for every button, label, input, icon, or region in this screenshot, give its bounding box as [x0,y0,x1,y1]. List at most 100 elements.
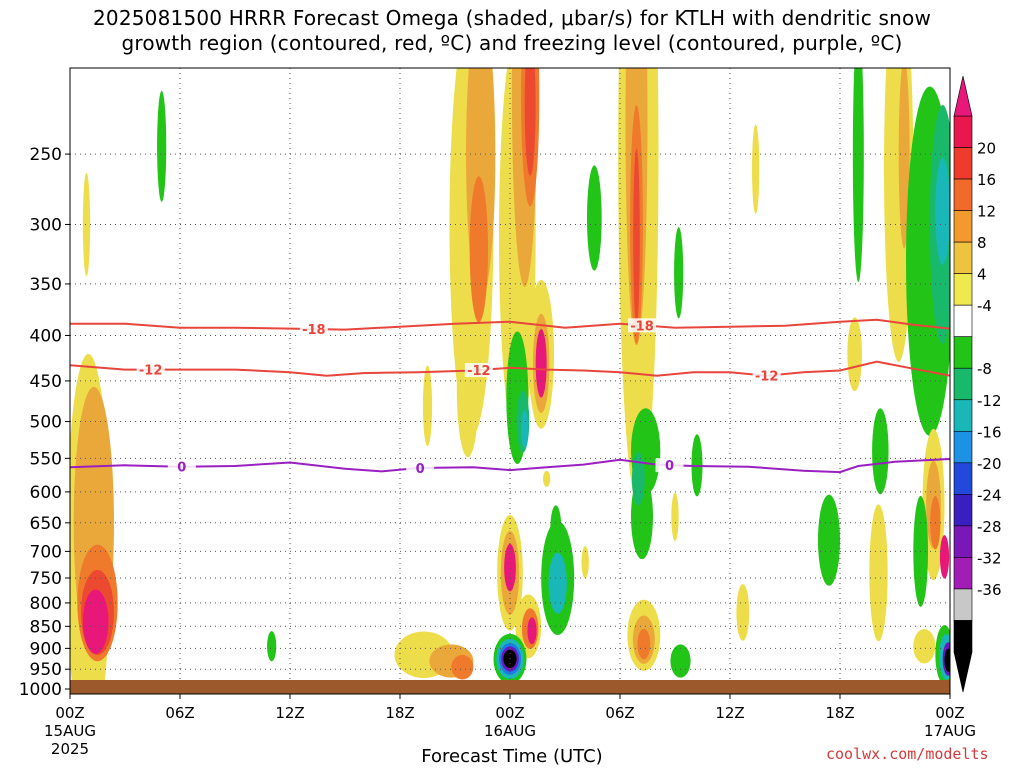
omega-cell-58 [736,584,750,641]
x-tick-label: 00Z [55,704,84,722]
y-tick-label: 900 [30,639,62,659]
y-tick-label: 600 [30,483,62,503]
contour-label-bg [628,318,656,333]
title-line-1: 2025081500 HRRR Forecast Omega (shaded, … [92,6,932,30]
y-tick-label: 300 [30,215,62,235]
omega-cell-60 [818,494,840,586]
colorbar-swatch-10 [953,430,973,464]
colorbar-swatch-13 [953,525,973,558]
contour-label: -18 [302,323,326,338]
colorbar-swatch-5 [953,273,973,306]
colorbar-swatch-9 [953,399,973,432]
pressure-axis: 2503003504004505005506006507007508008509… [19,145,70,700]
omega-cell-75 [913,628,936,664]
chart-title: 2025081500 HRRR Forecast Omega (shaded, … [0,6,1024,56]
colorbar-swatch-12 [953,494,973,527]
omega-cell-62 [852,68,864,283]
omega-cell-18 [524,68,536,176]
omega-cell-64 [898,68,910,249]
y-tick-label: 350 [30,275,62,295]
x-tick-date: 16AUG [484,722,536,740]
contour-label: -12 [139,364,163,379]
credit-text: coolwx.com/modelts [826,745,989,763]
omega-cell-41 [543,470,551,487]
x-tick-label: 12Z [275,704,304,722]
contour-label-bg [406,461,435,476]
omega-shading [70,68,950,694]
x-tick-label: 12Z [715,704,744,722]
contour-line-0 [70,318,950,331]
omega-cell-69 [935,157,950,265]
omega-cell-30 [527,617,537,645]
omega-cell-55 [674,227,684,319]
colorbar-swatch-8 [953,367,973,401]
colorbar-swatch-7 [953,336,973,369]
y-tick-label: 700 [30,542,62,562]
colorbar-swatch-1 [953,147,973,180]
colorbar-swatch-16 [953,620,973,653]
colorbar-top-arrow [953,75,973,117]
x-tick-year: 2025 [51,740,89,758]
contour-line-1 [70,360,950,377]
x-tick-label: 18Z [385,704,414,722]
x-tick-label: 06Z [165,704,194,722]
omega-cell-27 [504,543,516,592]
colorbar-label: -24 [977,486,1002,504]
contour-label-bg [464,363,493,378]
colorbar-swatch-2 [953,178,973,211]
colorbar-label: -20 [977,455,1002,473]
omega-cell-42 [422,365,433,447]
omega-cell-73 [939,535,950,579]
omega-cell-38 [550,505,562,553]
omega-cell-5 [82,172,91,277]
contour-label-bg [299,322,328,337]
omega-cell-47 [633,148,640,326]
omega-cell-56 [671,492,679,541]
omega-cell-53 [637,628,651,660]
y-tick-label: 950 [30,660,62,680]
contour-line-2 [70,458,950,474]
colorbar-label: -8 [977,360,992,378]
colorbar-label: -12 [977,392,1002,410]
omega-cell-39 [587,165,602,271]
colorbar-label: 12 [977,203,996,221]
contour-label: 0 [177,461,186,476]
colorbar-swatch-3 [953,210,973,243]
contour-label: 0 [416,462,425,477]
y-tick-label: 1000 [19,680,62,700]
colorbar-swatch-4 [953,241,973,274]
ground-fill [70,680,950,694]
y-tick-label: 650 [30,514,62,534]
omega-cell-4 [82,589,109,654]
contour-label-bg [655,458,684,473]
omega-cell-21 [535,329,547,398]
colorbar-swatch-0 [953,115,973,148]
colorbar-label: 16 [977,171,996,189]
colorbar-label: 20 [977,140,996,158]
x-tick-label: 00Z [935,704,964,722]
omega-cell-32 [548,552,567,614]
x-tick-label: 18Z [825,704,854,722]
omega-cell-54 [670,644,691,678]
colorbar-label: 8 [977,234,987,252]
colorbar-swatch-14 [953,557,973,590]
omega-cell-40 [581,546,589,579]
omega-colorbar: 20 16 12 8 4 -4 -8 -12 -16 -20 -24 -28 -32 -36 [953,75,1002,693]
contour-label: -18 [630,319,654,334]
y-tick-label: 500 [30,413,62,433]
omega-cell-6 [157,90,167,202]
y-tick-label: 800 [30,594,62,614]
contour-label-bg [136,362,165,377]
y-tick-label: 850 [30,617,62,637]
omega-cell-14 [469,176,489,323]
omega-cell-24 [521,410,529,449]
x-tick-label: 00Z [495,704,524,722]
y-tick-label: 450 [30,372,62,392]
y-tick-label: 250 [30,145,62,165]
omega-cell-66 [869,504,888,642]
x-tick-date: 15AUG [44,722,96,740]
omega-cell-59 [752,124,760,214]
contour-label: 0 [665,459,674,474]
colorbar-bottom-arrow [953,651,973,693]
